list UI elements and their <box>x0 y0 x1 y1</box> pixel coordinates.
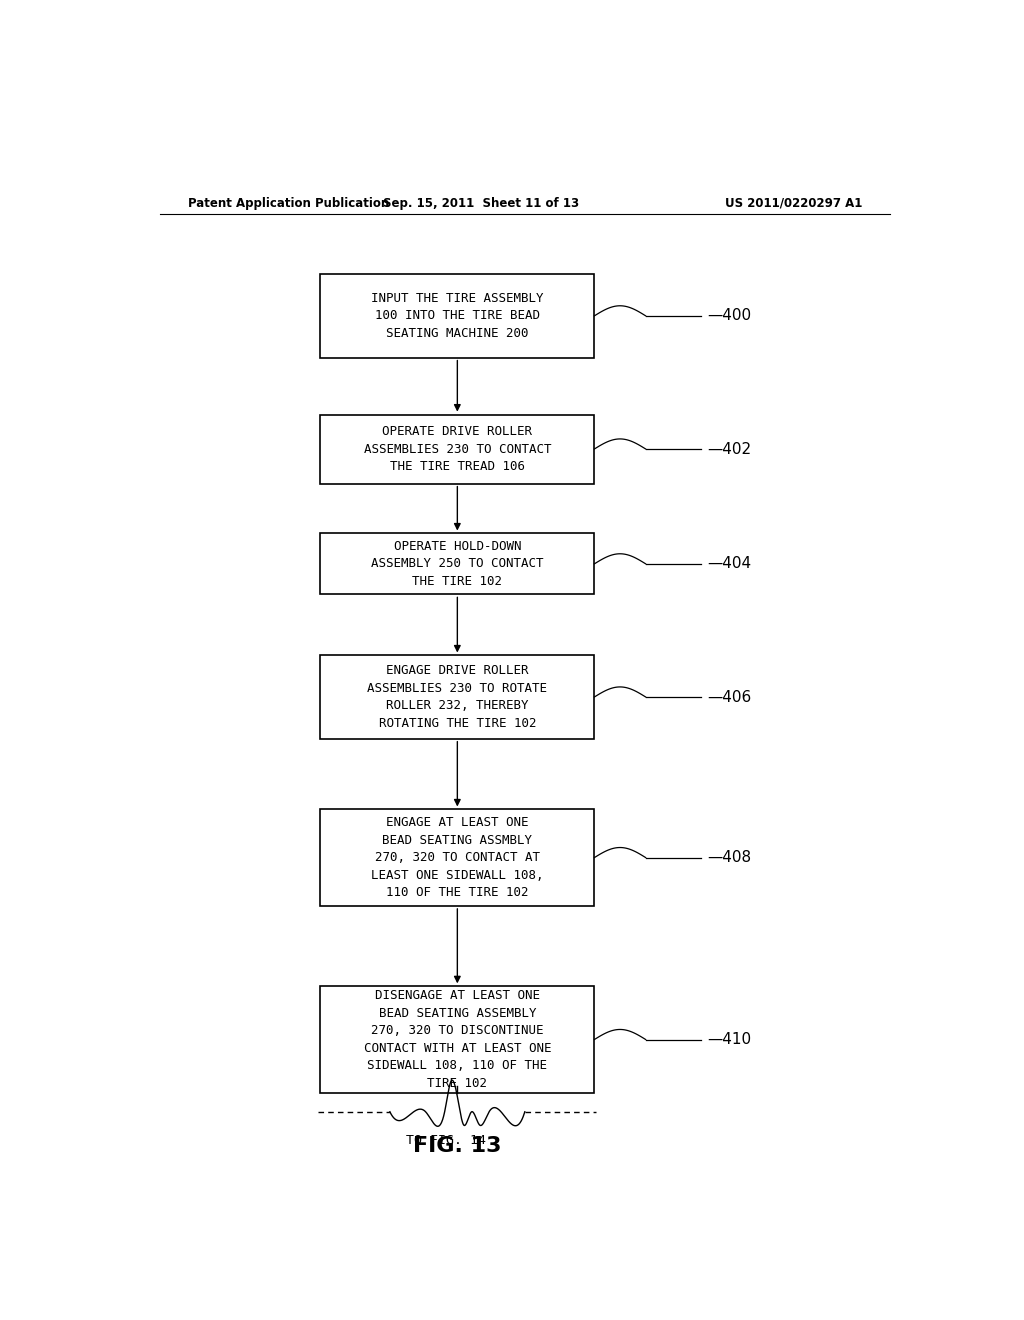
Text: —402: —402 <box>708 442 752 457</box>
Text: —404: —404 <box>708 557 752 572</box>
FancyBboxPatch shape <box>321 275 594 358</box>
Text: US 2011/0220297 A1: US 2011/0220297 A1 <box>725 197 862 210</box>
FancyBboxPatch shape <box>321 533 594 594</box>
FancyBboxPatch shape <box>321 986 594 1093</box>
Text: —400: —400 <box>708 309 752 323</box>
Text: —410: —410 <box>708 1032 752 1047</box>
FancyBboxPatch shape <box>321 414 594 483</box>
Text: —408: —408 <box>708 850 752 865</box>
Text: DISENGAGE AT LEAST ONE
BEAD SEATING ASSEMBLY
270, 320 TO DISCONTINUE
CONTACT WIT: DISENGAGE AT LEAST ONE BEAD SEATING ASSE… <box>364 990 551 1090</box>
Text: TO FIG. 14: TO FIG. 14 <box>406 1134 485 1147</box>
Text: INPUT THE TIRE ASSEMBLY
100 INTO THE TIRE BEAD
SEATING MACHINE 200: INPUT THE TIRE ASSEMBLY 100 INTO THE TIR… <box>371 292 544 341</box>
Text: ENGAGE AT LEAST ONE
BEAD SEATING ASSMBLY
270, 320 TO CONTACT AT
LEAST ONE SIDEWA: ENGAGE AT LEAST ONE BEAD SEATING ASSMBLY… <box>371 816 544 899</box>
FancyBboxPatch shape <box>321 656 594 739</box>
Text: OPERATE HOLD-DOWN
ASSEMBLY 250 TO CONTACT
THE TIRE 102: OPERATE HOLD-DOWN ASSEMBLY 250 TO CONTAC… <box>371 540 544 587</box>
Text: Patent Application Publication: Patent Application Publication <box>187 197 389 210</box>
FancyBboxPatch shape <box>321 809 594 906</box>
Text: Sep. 15, 2011  Sheet 11 of 13: Sep. 15, 2011 Sheet 11 of 13 <box>383 197 580 210</box>
Text: OPERATE DRIVE ROLLER
ASSEMBLIES 230 TO CONTACT
THE TIRE TREAD 106: OPERATE DRIVE ROLLER ASSEMBLIES 230 TO C… <box>364 425 551 473</box>
Text: —406: —406 <box>708 689 752 705</box>
Text: FIG. 13: FIG. 13 <box>413 1137 502 1156</box>
Text: ENGAGE DRIVE ROLLER
ASSEMBLIES 230 TO ROTATE
ROLLER 232, THEREBY
ROTATING THE TI: ENGAGE DRIVE ROLLER ASSEMBLIES 230 TO RO… <box>368 664 548 730</box>
